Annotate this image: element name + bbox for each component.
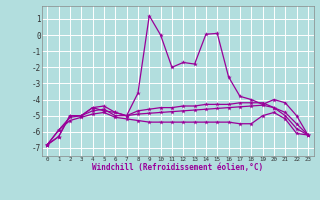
X-axis label: Windchill (Refroidissement éolien,°C): Windchill (Refroidissement éolien,°C): [92, 163, 263, 172]
